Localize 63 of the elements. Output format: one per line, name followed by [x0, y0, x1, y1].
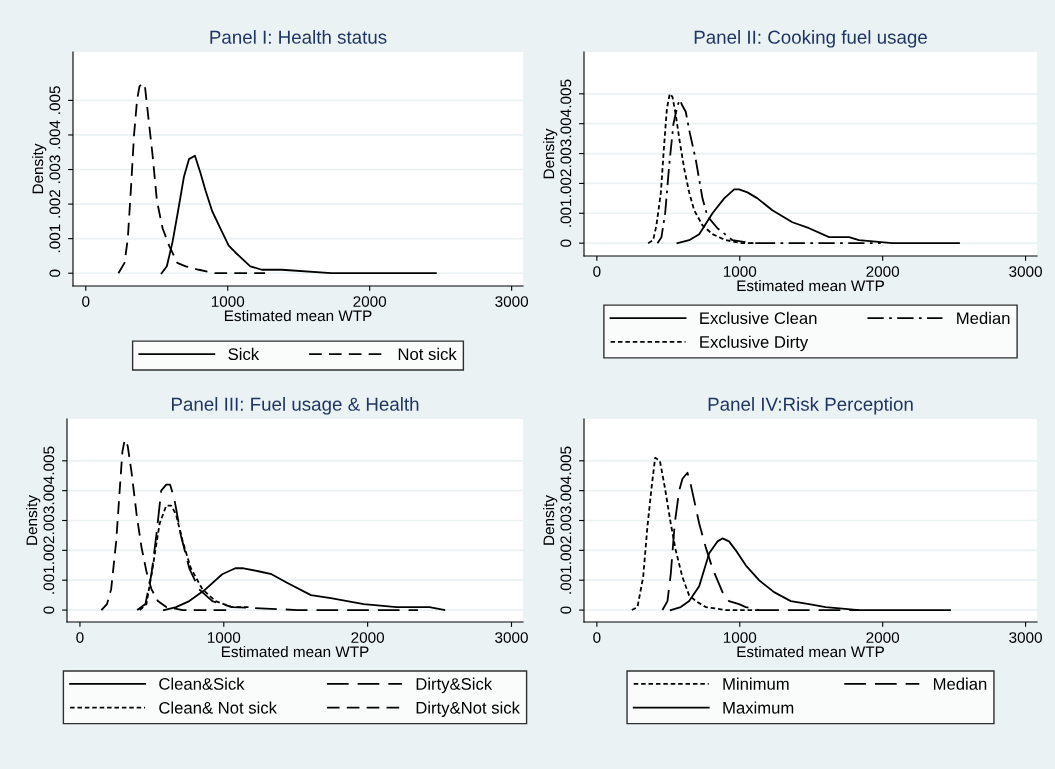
x-axis-title: Estimated mean WTP — [221, 645, 369, 658]
y-tick-label: .002 — [560, 536, 572, 564]
y-tick-label: .003 — [43, 506, 55, 534]
y-tick-label: .001 — [43, 566, 55, 594]
legend-label: Maximum — [723, 701, 794, 714]
y-tick-label: .003 — [49, 155, 61, 183]
legend-label: Minimum — [723, 677, 789, 690]
x-tick-label: 2000 — [866, 632, 900, 643]
y-axis-title: Density — [32, 143, 47, 194]
x-tick-label: 3000 — [495, 296, 529, 307]
legend-label: Exclusive Clean — [700, 311, 817, 325]
y-tick-label: .002 — [560, 169, 572, 197]
x-tick-label: 3000 — [1009, 266, 1042, 277]
y-tick-label: 0 — [43, 606, 55, 614]
x-tick-label: 0 — [593, 632, 601, 643]
y-axis-title: Density — [26, 495, 41, 545]
legend-label: Median — [933, 677, 987, 690]
y-tick-label: .005 — [49, 86, 61, 114]
y-tick-label: .005 — [560, 79, 572, 108]
legend-label: Not sick — [398, 347, 457, 361]
x-axis-title: Estimated mean WTP — [737, 645, 884, 658]
y-tick-label: 0 — [560, 606, 572, 614]
y-tick-label: .001 — [560, 199, 572, 227]
x-tick-label: 0 — [76, 632, 84, 643]
legend-label: Clean& Not sick — [159, 701, 277, 714]
chart-title: Panel IV:Risk Perception — [708, 397, 913, 415]
x-tick-label: 1000 — [723, 632, 757, 643]
chart-title: Panel I: Health status — [210, 30, 387, 44]
y-tick-label: .005 — [560, 446, 572, 475]
y-tick-label: 0 — [560, 239, 572, 247]
legend-label: Dirty&Not sick — [416, 701, 520, 718]
x-axis-title: Estimated mean WTP — [224, 309, 372, 322]
y-axis-title: Density — [543, 128, 558, 179]
x-tick-label: 0 — [593, 266, 601, 277]
x-tick-label: 1000 — [211, 296, 245, 307]
legend-label: Dirty&Sick — [416, 677, 493, 694]
y-tick-label: .002 — [49, 189, 61, 218]
legend-label: Exclusive Dirty — [700, 335, 809, 352]
y-tick-label: .004 — [560, 109, 572, 138]
legend-label: Clean&Sick — [159, 677, 245, 690]
y-axis-title: Density — [543, 495, 558, 545]
y-tick-label: .001 — [49, 224, 61, 253]
chart-title: Panel II: Cooking fuel usage — [694, 30, 927, 48]
x-tick-label: 0 — [82, 296, 90, 307]
legend-label: Sick — [228, 347, 260, 361]
x-tick-label: 2000 — [353, 296, 387, 307]
x-tick-label: 2000 — [866, 266, 900, 277]
y-tick-label: .005 — [43, 446, 55, 475]
y-tick-label: .004 — [43, 476, 55, 505]
x-tick-label: 2000 — [351, 632, 385, 643]
legend-label: Median — [957, 311, 1010, 325]
x-tick-label: 1000 — [207, 632, 241, 643]
y-tick-label: .004 — [560, 476, 572, 505]
y-tick-label: .002 — [43, 536, 55, 564]
y-tick-label: .001 — [560, 566, 572, 594]
chart-title: Panel III: Fuel usage & Health — [171, 397, 419, 415]
x-tick-label: 3000 — [495, 632, 528, 643]
x-tick-label: 3000 — [1009, 632, 1042, 643]
y-tick-label: .003 — [560, 506, 572, 534]
y-tick-label: .004 — [49, 120, 61, 149]
y-tick-label: .003 — [560, 139, 572, 168]
x-tick-label: 1000 — [723, 266, 757, 277]
x-axis-title: Estimated mean WTP — [737, 279, 884, 292]
